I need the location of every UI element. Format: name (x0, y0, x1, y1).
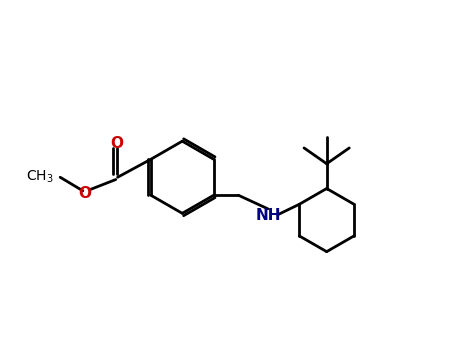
Text: O: O (110, 136, 123, 151)
Text: NH: NH (255, 208, 281, 223)
Text: CH$_3$: CH$_3$ (26, 169, 53, 186)
Text: O: O (79, 186, 91, 201)
